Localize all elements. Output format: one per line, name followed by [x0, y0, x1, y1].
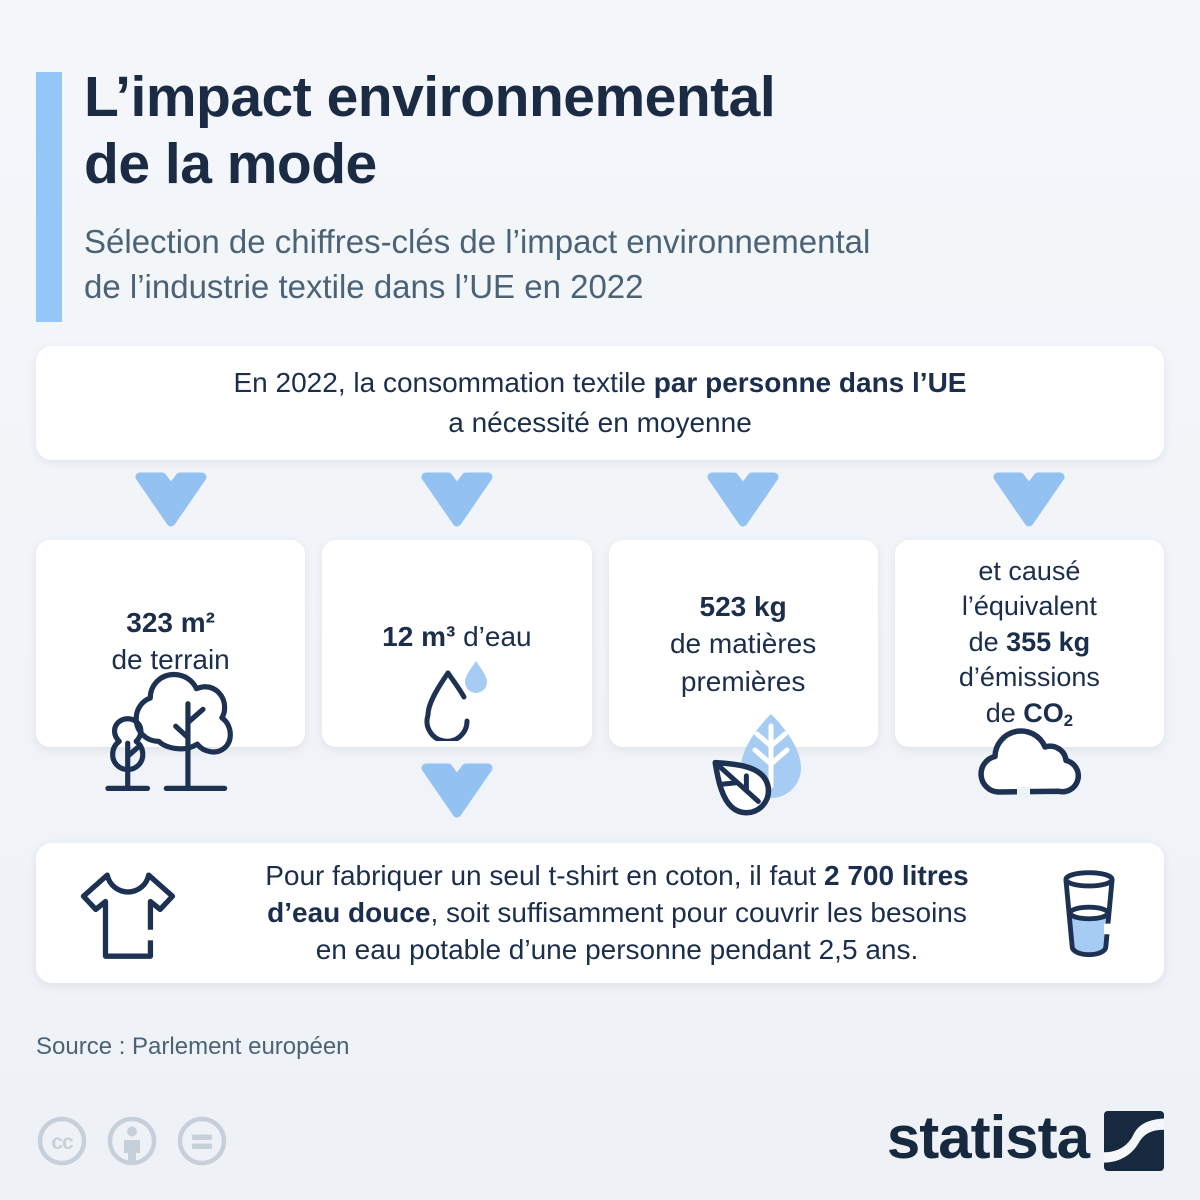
attribution-icon	[107, 1116, 157, 1166]
card-land-label: de terrain	[111, 644, 230, 676]
svg-text:cc: cc	[51, 1131, 74, 1154]
card-water: 12 m³ d’eau	[322, 539, 592, 747]
cloud-outline-gap	[1017, 786, 1031, 797]
license-icons: cc	[36, 1115, 228, 1167]
card-co2-line5: de CO2	[895, 696, 1164, 732]
glass-outline-gap	[1104, 923, 1113, 934]
card-raw-materials-label2: premières	[680, 665, 806, 697]
chevron-down-icon	[135, 472, 207, 527]
card-co2-formula-sub: 2	[1063, 711, 1074, 731]
intro-line2: a nécessité en moyenne	[448, 406, 752, 438]
page-title: L’impact environnemental de la mode	[84, 64, 1150, 199]
card-co2-line4: d’émissions	[958, 662, 1100, 693]
source-note: Source : Parlement européen	[36, 1032, 350, 1060]
fact-line2-bold: d’eau douce	[267, 896, 431, 928]
card-water-value: 12 m³	[382, 620, 456, 652]
intro-line1: En 2022, la consommation textile par per…	[36, 363, 1164, 402]
fact-line3: en eau potable d’une personne pendant 2,…	[315, 934, 919, 966]
card-co2-line3: de 355 kg	[895, 625, 1164, 661]
chevron-down-icon	[421, 472, 493, 527]
fact-line1-bold: 2 700 litres	[823, 859, 969, 891]
card-co2: et causé l’équivalent de 355 kg d’émissi…	[894, 539, 1164, 797]
water-drop-icon	[424, 661, 487, 742]
card-co2-line1: et causé	[978, 555, 1081, 586]
page-subtitle-line2: de l’industrie textile dans l’UE en 2022	[84, 268, 644, 306]
fact-line2-post: , soit suffisamment pour couvrir les bes…	[430, 896, 967, 928]
card-land-value: 323 m²	[126, 606, 215, 638]
card-land: 323 m² de terrain	[36, 539, 306, 791]
chevron-down-icon	[421, 763, 493, 818]
tshirt-fact-text: Pour fabriquer un seul t-shirt en coton,…	[204, 857, 1030, 969]
card-co2-line5-pre: de	[985, 698, 1024, 729]
page-title-line2: de la mode	[84, 132, 377, 197]
equals-icon	[177, 1116, 227, 1166]
card-co2-line3-pre: de	[968, 626, 1007, 657]
intro-line1-bold: par personne dans l’UE	[653, 367, 967, 399]
card-raw-materials-value: 523 kg	[699, 590, 787, 622]
leaf-icon	[712, 713, 802, 815]
title-accent-bar	[36, 72, 62, 322]
page-subtitle-line1: Sélection de chiffres-clés de l’impact e…	[84, 222, 871, 260]
trees-icon	[104, 671, 233, 791]
card-co2-line2: l’équivalent	[961, 591, 1097, 622]
fact-line1-pre: Pour fabriquer un seul t-shirt en coton,…	[265, 859, 824, 891]
tshirt-outline-gap	[146, 929, 155, 940]
statista-wordmark: statista	[886, 1104, 1090, 1171]
card-co2-value: 355 kg	[1006, 626, 1091, 657]
stat-cards: 323 m² de terrain 12 m³ d’eau	[36, 539, 1164, 815]
intro-box: En 2022, la consommation textile par per…	[36, 345, 1164, 460]
co2-cloud-icon	[978, 727, 1082, 797]
chevron2-row	[36, 747, 1164, 843]
tshirt-fact-box: Pour fabriquer un seul t-shirt en coton,…	[36, 842, 1164, 983]
water-glass-icon	[1063, 869, 1115, 957]
statista-logo: statista	[887, 1108, 1164, 1174]
cc-icon: cc	[37, 1116, 87, 1166]
page-subtitle: Sélection de chiffres-clés de l’impact e…	[84, 219, 1150, 310]
card-co2-formula: CO	[1023, 698, 1064, 729]
chevron-down-icon	[707, 472, 779, 527]
card-raw-materials-label1: de matières	[669, 628, 817, 660]
card-water-label: d’eau	[455, 620, 532, 652]
intro-line1-text: En 2022, la consommation textile	[233, 367, 654, 399]
chevron-row	[36, 470, 1164, 532]
statista-logo-mark	[1104, 1111, 1164, 1171]
chevron-down-icon	[993, 472, 1065, 527]
page-title-line1: L’impact environnemental	[84, 65, 776, 129]
card-raw-materials: 523 kg de matières premières	[608, 539, 878, 815]
tshirt-icon	[80, 872, 176, 959]
footer: cc statista	[36, 1108, 1164, 1174]
